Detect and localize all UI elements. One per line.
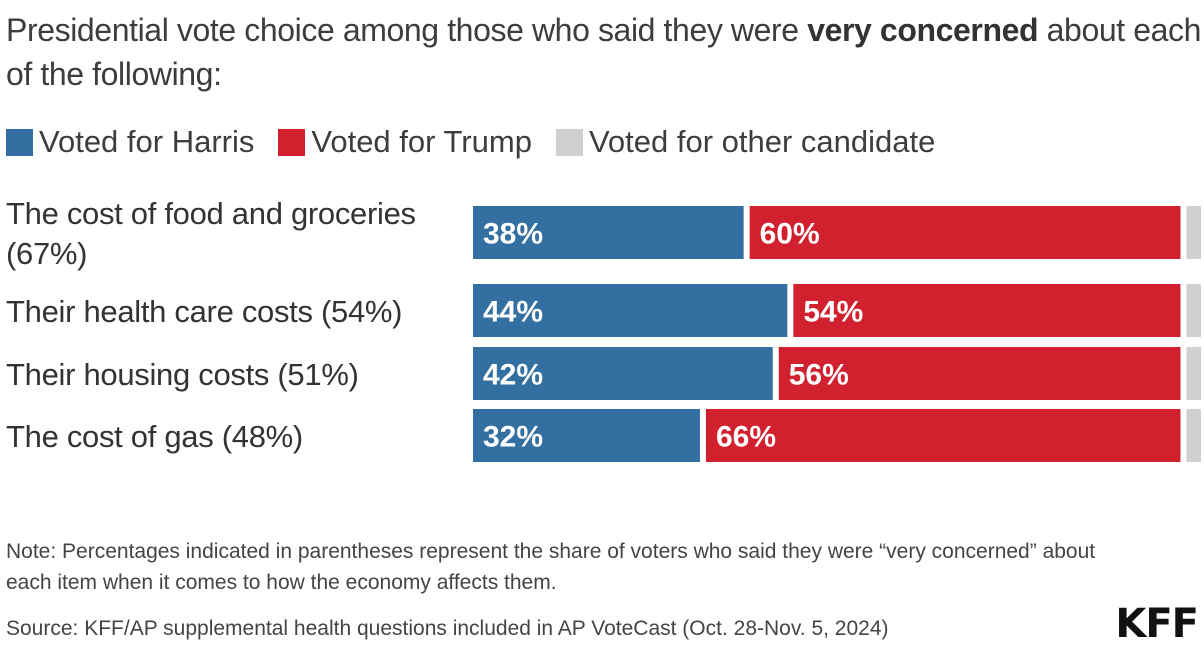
bar-housing-other bbox=[1186, 347, 1201, 400]
category-label-gas: The cost of gas (48%) bbox=[6, 419, 303, 454]
legend-item-other: Voted for other candidate bbox=[555, 124, 936, 160]
chart-title-text-end: about each of the following: bbox=[6, 12, 1202, 92]
chart-title-emphasis: very concerned bbox=[807, 12, 1039, 48]
bar-health-care-other bbox=[1186, 284, 1201, 337]
legend-swatch-trump bbox=[278, 128, 306, 156]
category-label-housing: Their housing costs (51%) bbox=[6, 357, 359, 392]
data-label-health-care-harris: 44% bbox=[483, 296, 543, 329]
bar-health-care-harris bbox=[473, 284, 788, 337]
legend-label-harris: Voted for Harris bbox=[39, 124, 255, 159]
bar-health-care-trump bbox=[793, 284, 1181, 337]
bar-gas-harris bbox=[473, 409, 700, 462]
data-label-gas-trump: 66% bbox=[716, 421, 776, 454]
legend-swatch-other bbox=[555, 128, 583, 156]
data-label-housing-harris: 42% bbox=[483, 359, 543, 392]
chart-title-text: Presidential vote choice among those who… bbox=[6, 12, 808, 48]
bar-housing-trump bbox=[778, 347, 1181, 400]
bar-food-harris bbox=[473, 206, 744, 259]
legend-item-trump: Voted for Trump bbox=[278, 124, 532, 160]
data-label-housing-trump: 56% bbox=[789, 359, 849, 392]
legend-item-harris: Voted for Harris bbox=[6, 124, 254, 160]
data-label-food-trump: 60% bbox=[760, 218, 820, 251]
bar-chart: 38% 60% 44% 54% 42% 56% 32% 66% bbox=[473, 206, 1201, 462]
bar-food-trump bbox=[749, 206, 1181, 259]
data-label-health-care-trump: 54% bbox=[803, 296, 863, 329]
bar-gas-trump bbox=[705, 409, 1181, 462]
data-label-gas-harris: 32% bbox=[483, 421, 543, 454]
kff-logo: KFF bbox=[1115, 601, 1199, 647]
data-label-food-harris: 38% bbox=[483, 218, 543, 251]
legend-swatch-harris bbox=[6, 128, 33, 156]
bar-food-other bbox=[1186, 206, 1201, 259]
legend-label-trump: Voted for Trump bbox=[311, 124, 532, 159]
legend: Voted for Harris Voted for Trump Voted f… bbox=[6, 120, 959, 164]
legend-label-other: Voted for other candidate bbox=[588, 124, 936, 159]
chart-source: Source: KFF/AP supplemental health quest… bbox=[6, 617, 889, 640]
category-label-health-care: Their health care costs (54%) bbox=[6, 294, 403, 329]
chart-note: Note: Percentages indicated in parenthes… bbox=[6, 540, 1096, 594]
bar-housing-harris bbox=[473, 347, 773, 400]
category-label-food: The cost of food and groceries (67%) bbox=[6, 196, 416, 271]
bar-gas-other bbox=[1186, 409, 1201, 462]
chart-title: Presidential vote choice among those who… bbox=[6, 8, 1202, 96]
